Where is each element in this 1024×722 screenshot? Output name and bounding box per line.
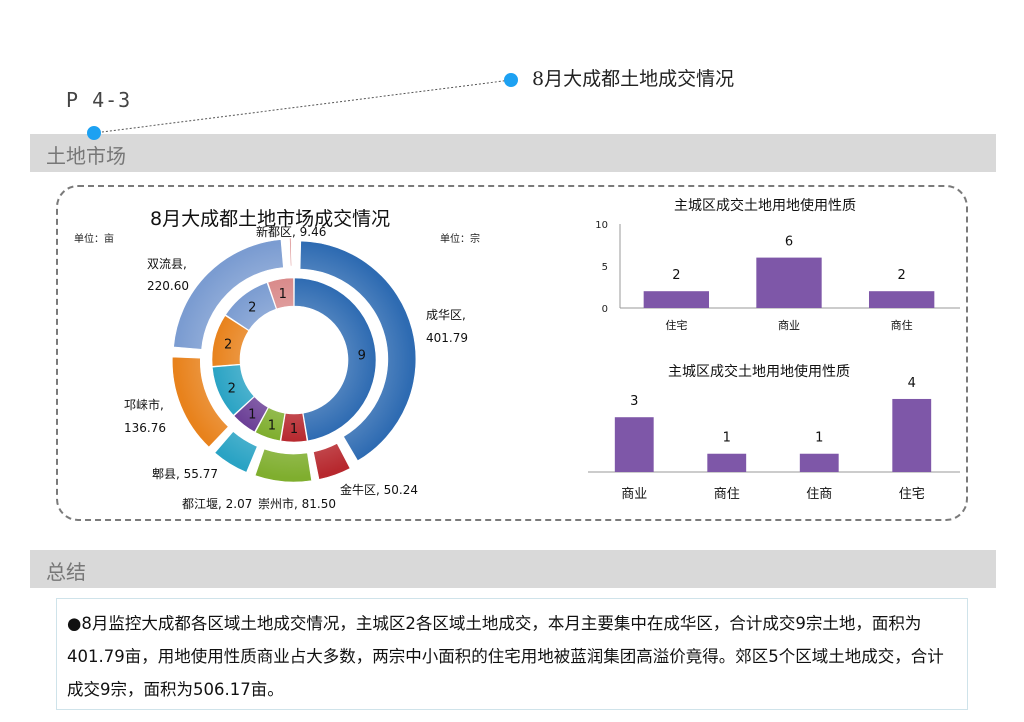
donut-chart-title: 8月大成都土地市场成交情况 bbox=[150, 208, 391, 230]
inner-ring-slice-5 bbox=[211, 315, 250, 367]
bar-chart-2-bar-0 bbox=[614, 417, 654, 472]
bar-chart-1-value-label-1: 6 bbox=[785, 235, 793, 250]
chart-panel bbox=[56, 185, 968, 521]
inner-ring-value-label-1: 1 bbox=[290, 422, 298, 437]
inner-ring-value-label-6: 2 bbox=[248, 300, 256, 315]
bar-chart-1-y-tick-0: 0 bbox=[602, 304, 608, 315]
bar-chart-2-category-label-3: 住宅 bbox=[899, 487, 925, 502]
bar-chart-2-value-label-0: 3 bbox=[630, 394, 638, 409]
inner-ring-slice-6 bbox=[225, 282, 277, 331]
outer-ring-category-label-7: 新都区, 9.46 bbox=[256, 224, 326, 239]
page-number: P 4-3 bbox=[66, 88, 132, 112]
outer-ring-category-label-4: 郫县, 55.77 bbox=[152, 466, 218, 481]
outer-ring-category-label-0: 成华区, bbox=[426, 308, 466, 322]
bar-chart-2-category-label-0: 商业 bbox=[621, 487, 647, 502]
bar-chart-1-bar-1 bbox=[756, 257, 822, 308]
bar-chart-1-bar-2 bbox=[868, 291, 935, 308]
bar-chart-2-value-label-2: 1 bbox=[815, 431, 823, 446]
bar-chart-2-value-label-3: 4 bbox=[908, 376, 916, 391]
outer-ring-slice-2 bbox=[254, 448, 312, 483]
inner-ring-slice-0 bbox=[294, 277, 377, 442]
section-band-land-market: 土地市场 bbox=[30, 134, 996, 172]
inner-ring-value-label-4: 2 bbox=[228, 381, 236, 396]
bar-chart-2-category-label-1: 商住 bbox=[714, 487, 740, 502]
outer-ring-slice-3 bbox=[247, 446, 260, 474]
bar-chart-1-category-label-0: 住宅 bbox=[665, 318, 687, 332]
bar-chart-2-bar-3 bbox=[892, 398, 932, 472]
bar-chart-2-value-label-1: 1 bbox=[723, 431, 731, 446]
donut-unit-inner: 单位：宗 bbox=[440, 234, 480, 245]
inner-ring-slice-4 bbox=[211, 364, 255, 416]
bar-chart-1-y-tick-1: 5 bbox=[602, 262, 608, 273]
bar-chart-1-category-label-1: 商业 bbox=[778, 318, 800, 332]
outer-ring-value-label-5: 136.76 bbox=[124, 421, 166, 435]
bar-chart-1-title: 主城区成交土地用地使用性质 bbox=[674, 198, 856, 214]
bar-chart-1-value-label-2: 2 bbox=[898, 268, 906, 283]
summary-box: ●8月监控大成都各区域土地成交情况，主城区2各区域土地成交，本月主要集中在成华区… bbox=[56, 598, 968, 710]
outer-ring-value-label-6: 220.60 bbox=[147, 279, 189, 293]
callout-leader-line bbox=[93, 79, 512, 134]
summary-title: 总结 bbox=[46, 560, 86, 584]
outer-ring-category-label-2: 崇州市, 81.50 bbox=[258, 496, 336, 511]
inner-ring-slice-7 bbox=[267, 277, 294, 310]
callout-dot-start bbox=[87, 126, 101, 140]
outer-ring-value-label-0: 401.79 bbox=[426, 331, 468, 345]
inner-ring-value-label-3: 1 bbox=[248, 408, 256, 423]
bar-chart-2-bar-2 bbox=[799, 453, 839, 472]
outer-ring-slice-0 bbox=[299, 240, 417, 462]
outer-ring-category-label-1: 金牛区, 50.24 bbox=[340, 482, 418, 497]
outer-ring-category-label-6: 双流县, bbox=[147, 257, 187, 271]
outer-ring-slice-1 bbox=[313, 443, 351, 480]
bar-chart-2-category-label-2: 住商 bbox=[806, 487, 832, 502]
outer-ring-slice-7 bbox=[289, 237, 292, 267]
bar-chart-1-category-label-2: 商住 bbox=[891, 318, 913, 332]
bar-chart-1: 0 5 10 2 住宅 6 商业 2 商住 bbox=[595, 220, 960, 332]
bar-chart-2-bar-1 bbox=[707, 453, 747, 472]
bar-chart-1-bar-0 bbox=[643, 291, 710, 308]
callout-text: 8月大成都土地成交情况 bbox=[532, 68, 735, 90]
callout-dot-end bbox=[504, 73, 518, 87]
bar-chart-2: 3 商业 1 商住 1 住商 4 住宅 bbox=[588, 376, 960, 502]
inner-ring-value-label-5: 2 bbox=[224, 337, 232, 352]
summary-text: ●8月监控大成都各区域土地成交情况，主城区2各区域土地成交，本月主要集中在成华区… bbox=[67, 614, 944, 699]
outer-ring-category-label-3: 都江堰, 2.07 bbox=[182, 497, 252, 511]
outer-ring-category-label-5: 邛崃市, bbox=[124, 397, 164, 412]
donut-unit-outer: 单位：亩 bbox=[74, 234, 114, 245]
outer-ring-slice-5 bbox=[172, 356, 229, 448]
outer-ring-slice-4 bbox=[214, 431, 258, 473]
bar-chart-1-y-tick-2: 10 bbox=[595, 220, 608, 231]
inner-ring-slice-1 bbox=[280, 412, 308, 443]
inner-ring-slice-2 bbox=[255, 407, 286, 442]
bar-chart-1-value-label-0: 2 bbox=[672, 268, 680, 283]
section-band-summary: 总结 bbox=[30, 550, 996, 588]
inner-ring-value-label-2: 1 bbox=[268, 418, 276, 433]
outer-ring-slice-6 bbox=[173, 239, 284, 350]
inner-ring-slice-3 bbox=[233, 396, 269, 433]
bar-chart-2-title: 主城区成交土地用地使用性质 bbox=[668, 364, 850, 380]
inner-ring-value-label-0: 9 bbox=[358, 348, 366, 363]
inner-ring-value-label-7: 1 bbox=[279, 287, 287, 302]
section-title: 土地市场 bbox=[46, 144, 126, 168]
